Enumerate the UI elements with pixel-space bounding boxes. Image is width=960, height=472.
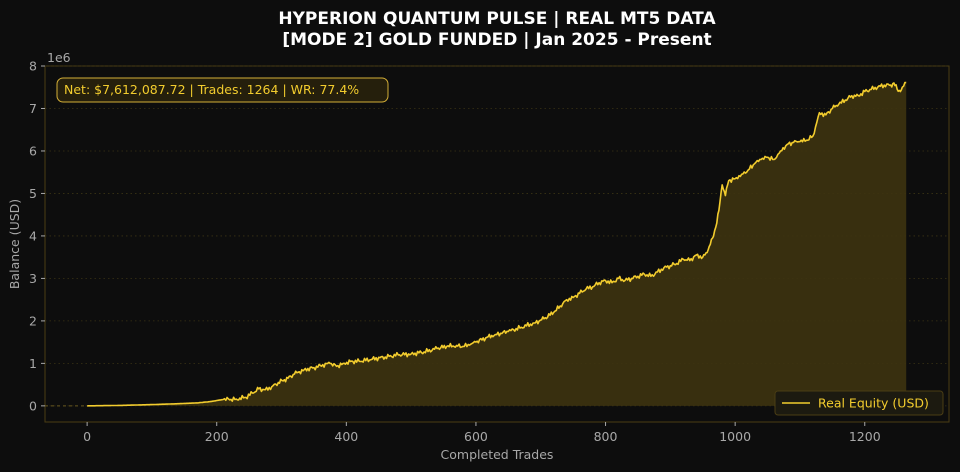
y-tick-label-8: 8 xyxy=(29,59,37,74)
legend-label: Real Equity (USD) xyxy=(818,396,929,411)
y-tick-label-3: 3 xyxy=(29,271,37,286)
legend-frame xyxy=(774,390,944,416)
y-tick-label-4: 4 xyxy=(29,228,37,243)
chart-title-line-1: HYPERION QUANTUM PULSE | REAL MT5 DATA xyxy=(278,9,716,29)
equity-line xyxy=(87,81,907,407)
y-tick-label-7: 7 xyxy=(29,101,37,116)
x-tick-label-6: 1200 xyxy=(849,429,881,444)
x-tick-label-5: 1000 xyxy=(719,429,751,444)
y-tick-label-5: 5 xyxy=(29,186,37,201)
plot-frame xyxy=(44,65,950,423)
x-tick-label-2: 400 xyxy=(334,429,358,444)
x-axis-ticks: 0 200 400 600 800 1000 1200 xyxy=(83,422,881,444)
y-tick-label-0: 0 xyxy=(29,398,37,413)
y-tick-label-1: 1 xyxy=(29,356,37,371)
x-tick-label-3: 600 xyxy=(464,429,488,444)
x-tick-label-0: 0 xyxy=(83,429,91,444)
x-tick-label-4: 800 xyxy=(594,429,618,444)
y-axis-ticks: 0 1 2 3 4 5 6 7 8 xyxy=(29,59,45,413)
y-tick-label-6: 6 xyxy=(29,143,37,158)
chart-title-line-2: [MODE 2] GOLD FUNDED | Jan 2025 - Presen… xyxy=(282,30,711,50)
x-tick-label-1: 200 xyxy=(205,429,229,444)
y-axis-label: Balance (USD) xyxy=(7,199,22,289)
x-axis-label: Completed Trades xyxy=(441,447,554,462)
y-tick-label-2: 2 xyxy=(29,313,37,328)
stats-box-frame xyxy=(56,77,389,103)
legend: Real Equity (USD) xyxy=(774,390,944,416)
equity-area-fill xyxy=(87,82,907,406)
y-offset-label: 1e6 xyxy=(47,50,71,65)
stats-box: Net: $7,612,087.72 | Trades: 1264 | WR: … xyxy=(56,77,389,103)
plot-area xyxy=(44,65,950,423)
stats-box-text: Net: $7,612,087.72 | Trades: 1264 | WR: … xyxy=(64,82,359,97)
